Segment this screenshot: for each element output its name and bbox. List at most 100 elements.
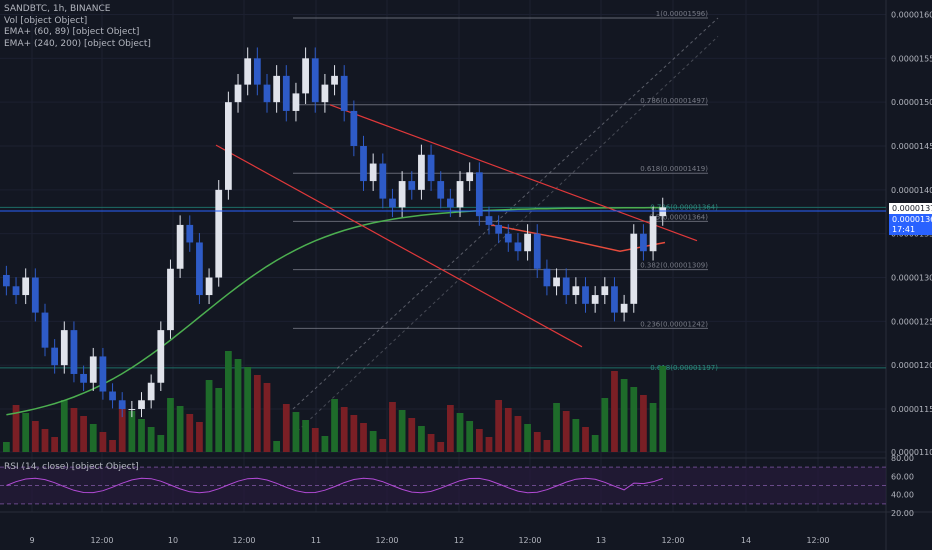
candle-body xyxy=(253,58,261,85)
candle-body xyxy=(321,84,329,103)
volume-bar xyxy=(466,421,474,452)
candle-body xyxy=(553,277,560,287)
volume-bar xyxy=(649,403,657,452)
x-axis-tick-label: 11 xyxy=(311,536,321,545)
volume-bar xyxy=(331,399,338,452)
fib-trend-line-inner xyxy=(292,36,719,436)
volume-bar xyxy=(408,418,416,452)
candle-body xyxy=(418,154,425,190)
volume-bar xyxy=(118,403,126,452)
candle-body xyxy=(475,172,483,217)
candle-body xyxy=(562,277,570,296)
candle-body xyxy=(360,146,367,182)
rsi-axis-tick-label: 20.00 xyxy=(891,509,914,518)
volume-bar xyxy=(253,375,261,452)
candle-body xyxy=(138,400,145,410)
volume-bar xyxy=(196,422,203,452)
candle-body xyxy=(533,233,541,269)
volume-bar xyxy=(437,442,445,452)
volume-bar xyxy=(340,407,348,452)
volume-bar xyxy=(572,419,580,452)
volume-bar xyxy=(157,435,165,452)
current-price-tag: 0.00001365 17:41 xyxy=(889,214,932,235)
candle-body xyxy=(225,102,232,190)
volume-bar xyxy=(263,383,271,452)
candle-body xyxy=(601,286,609,296)
x-axis-tick-label: 12:00 xyxy=(806,536,829,545)
candle-body xyxy=(12,286,20,296)
volume-bar xyxy=(147,427,155,452)
volume-bar xyxy=(205,380,213,452)
volume-bar xyxy=(138,419,145,452)
candle-body xyxy=(99,356,107,392)
volume-bar xyxy=(495,400,503,452)
volume-indicator-label[interactable]: Vol [object Object] xyxy=(4,15,88,26)
x-axis-tick-label: 12 xyxy=(454,536,464,545)
volume-bar xyxy=(60,400,68,452)
ema-slow-label[interactable]: EMA+ (240, 200) [object Object] xyxy=(4,38,151,49)
candle-body xyxy=(311,58,319,103)
candle-body xyxy=(543,268,551,287)
volume-bar xyxy=(389,402,396,452)
candle-body xyxy=(51,347,59,366)
volume-bar xyxy=(321,436,329,452)
candle-body xyxy=(630,233,638,304)
volume-bar xyxy=(51,437,59,452)
volume-bar xyxy=(659,366,667,452)
candle-body xyxy=(22,277,30,296)
volume-bar xyxy=(591,435,599,452)
volume-bar xyxy=(533,432,541,452)
symbol-label[interactable]: SANDBTC, 1h, BINANCE xyxy=(4,4,111,14)
x-axis-tick-label: 12:00 xyxy=(90,536,113,545)
volume-bar xyxy=(22,413,30,452)
fib-secondary-label: 0.786(0.00001364) xyxy=(650,203,718,211)
x-axis-tick-label: 14 xyxy=(741,536,751,545)
channel-lower-line xyxy=(215,144,583,348)
candle-body xyxy=(41,312,49,348)
candle-body xyxy=(234,84,242,103)
candle-body xyxy=(659,207,667,217)
candle-body xyxy=(340,75,348,111)
volume-bar xyxy=(418,426,425,452)
fib-level-label: 1(0.00001596) xyxy=(656,10,708,18)
candle-body xyxy=(466,172,474,182)
candle-body xyxy=(456,181,464,208)
rsi-indicator-label[interactable]: RSI (14, close) [object Object] xyxy=(4,462,139,472)
candle-body xyxy=(514,242,522,252)
candle-body xyxy=(495,224,503,234)
volume-bar xyxy=(128,411,136,452)
x-axis-tick-label: 12:00 xyxy=(232,536,255,545)
volume-bar xyxy=(80,416,87,452)
x-axis-tick-label: 12:00 xyxy=(375,536,398,545)
rsi-axis-tick-label: 40.00 xyxy=(891,491,914,500)
volume-bar xyxy=(292,412,300,452)
volume-bar xyxy=(89,424,97,452)
volume-bar xyxy=(379,439,387,452)
volume-bar xyxy=(282,404,290,452)
ema-slow-line xyxy=(6,206,663,416)
candle-body xyxy=(591,295,599,304)
candle-body xyxy=(109,391,116,401)
candle-body xyxy=(331,75,338,85)
candle-body xyxy=(398,181,406,208)
candle-body xyxy=(60,330,68,366)
fib-secondary-label: 0.618(0.00001197) xyxy=(650,364,718,372)
candle-body xyxy=(620,303,628,313)
ema-fast-label[interactable]: EMA+ (60, 89) [object Object] xyxy=(4,27,140,37)
volume-bar xyxy=(12,405,20,452)
candle-body xyxy=(408,181,416,190)
candle-body xyxy=(524,233,531,252)
volume-bar xyxy=(630,387,638,452)
x-axis-tick-label: 10 xyxy=(168,536,178,545)
candle-body xyxy=(167,268,174,331)
y-axis-tick-label: 0.00001101 xyxy=(891,448,932,457)
fib-trend-line xyxy=(292,17,719,410)
candle-body xyxy=(80,373,87,383)
rsi-axis-tick-label: 80.00 xyxy=(891,454,914,463)
